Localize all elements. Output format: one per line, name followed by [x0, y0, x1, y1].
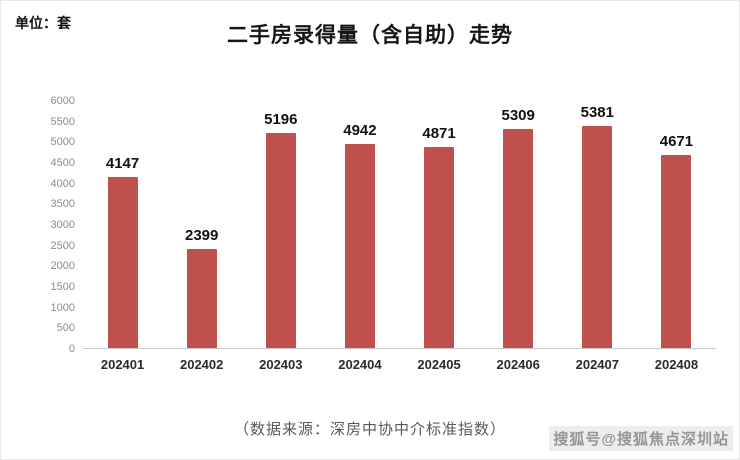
unit-label: 单位：套 — [15, 15, 71, 31]
bar — [424, 147, 455, 348]
bar-value-label: 5381 — [580, 104, 614, 121]
y-tick-label: 4000 — [50, 177, 75, 190]
bar-column-202401: 4147 — [83, 101, 162, 348]
bar-column-202402: 2399 — [162, 101, 241, 348]
bar-value-label: 4147 — [105, 155, 140, 172]
bar — [107, 177, 138, 348]
x-axis: 202401 202402 202403 202404 202405 202406 2024… — [83, 357, 716, 372]
x-tick-label: 202404 — [338, 357, 382, 372]
chart-title: 二手房录得量（含自助）走势 — [227, 23, 513, 47]
y-tick-label: 2000 — [50, 260, 75, 273]
y-tick-label: 3500 — [50, 198, 75, 211]
y-tick-label: 2500 — [50, 239, 75, 252]
bar-value-label: 5309 — [501, 107, 535, 124]
plot-area: 4147 2399 5196 4942 4871 5309 5381 4671 — [83, 101, 716, 349]
bar — [344, 144, 375, 348]
bar-column-202408: 4671 — [637, 101, 716, 348]
watermark-text: 搜狐号@搜狐焦点深圳站 — [549, 426, 733, 451]
bar — [186, 249, 217, 348]
x-tick-label: 202405 — [417, 357, 461, 372]
y-tick-label: 500 — [56, 322, 75, 335]
x-tick-label: 202402 — [179, 357, 224, 372]
x-tick-label: 202403 — [259, 357, 303, 372]
bar-chart: 0 500 1000 1500 2000 2500 3000 3500 4000 4500 5000… — [31, 95, 716, 381]
x-tick-label: 202406 — [496, 357, 540, 372]
bar-value-label: 4671 — [659, 133, 694, 150]
bar — [582, 126, 613, 348]
x-tick-label: 202408 — [654, 357, 699, 372]
bar-column-202404: 4942 — [320, 101, 399, 348]
bar-column-202406: 5309 — [479, 101, 558, 348]
bar — [265, 133, 296, 348]
bar-column-202403: 5196 — [241, 101, 320, 348]
x-tick-label: 202407 — [575, 357, 619, 372]
bar-value-label: 4871 — [422, 125, 456, 142]
y-tick-label: 1000 — [50, 301, 75, 314]
y-tick-label: 4500 — [50, 157, 75, 169]
y-tick-label: 3000 — [50, 219, 75, 231]
bar — [503, 129, 534, 348]
y-tick-label: 6000 — [50, 95, 75, 107]
y-tick-label: 5000 — [50, 136, 75, 149]
bar-value-label: 2399 — [185, 227, 219, 244]
y-tick-label: 5500 — [50, 115, 75, 128]
y-tick-label: 0 — [68, 343, 75, 355]
bar-value-label: 5196 — [264, 111, 298, 128]
bar — [661, 155, 692, 348]
bar-column-202405: 4871 — [400, 101, 479, 348]
y-tick-label: 1500 — [50, 281, 75, 293]
data-source-note: （数据来源：深房中协中介标准指数） — [233, 421, 506, 438]
bar-column-202407: 5381 — [558, 101, 637, 348]
x-tick-label: 202401 — [100, 357, 145, 372]
plot-wrap: 0 500 1000 1500 2000 2500 3000 3500 4000 4500 5000… — [31, 95, 716, 355]
bar-value-label: 4942 — [343, 122, 377, 139]
y-axis: 0 500 1000 1500 2000 2500 3000 3500 4000 4500 5000… — [31, 95, 83, 355]
